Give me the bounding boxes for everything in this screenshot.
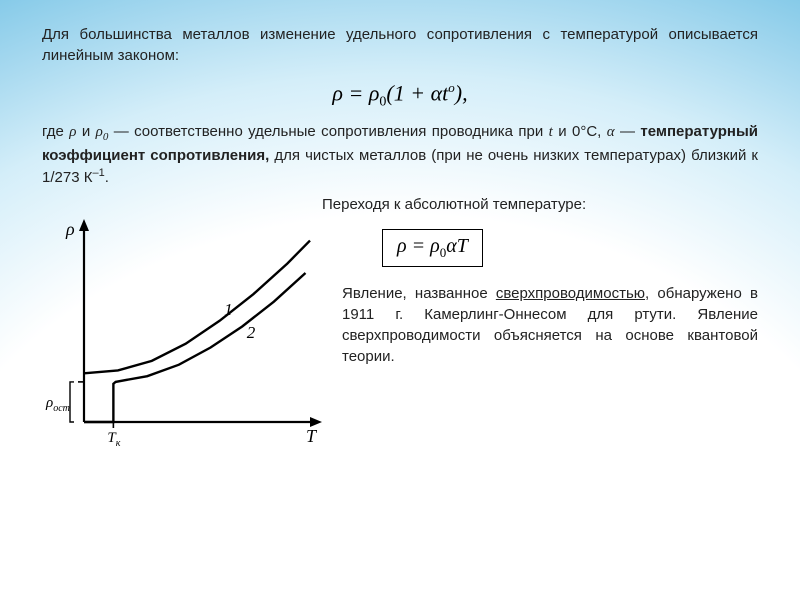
svg-text:ρост: ρост — [45, 395, 70, 414]
svg-text:1: 1 — [224, 300, 233, 319]
svg-text:Tк: Tк — [107, 430, 120, 449]
paragraph-absolute-temp: Переходя к абсолютной температуре: — [322, 196, 758, 213]
p2-alpha: α — [607, 124, 615, 140]
f1-close: ), — [455, 80, 468, 105]
p2-pre: где — [42, 123, 69, 140]
paragraph-superconductivity: Явление, названное сверхпроводимостью, о… — [342, 283, 758, 367]
right-column: ρ = ρ0αT Явление, названное сверхпроводи… — [342, 219, 758, 367]
f1-rho0: ρ — [369, 80, 380, 105]
f2-eq: = — [407, 235, 431, 257]
svg-text:ρ: ρ — [65, 219, 75, 239]
formula-linear-law: ρ = ρ0(1 + αto), — [42, 80, 758, 111]
svg-text:2: 2 — [247, 323, 256, 342]
f1-open: (1 + — [386, 80, 430, 105]
graph-svg: ρ Tρост Tк 12 — [42, 219, 322, 454]
resistivity-graph: ρ Tρост Tк 12 — [42, 219, 322, 454]
p2-and: и — [76, 123, 95, 140]
f1-lhs: ρ — [332, 80, 343, 105]
p4-underlined: сверхпроводимостью — [496, 285, 645, 302]
p4-a: Явление, названное — [342, 285, 496, 302]
formula-absolute: ρ = ρ0αT — [382, 229, 483, 267]
p2-a: — — [615, 123, 641, 140]
paragraph-where: где ρ и ρ0 — соответственно удельные соп… — [42, 121, 758, 188]
f1-alpha: α — [431, 80, 443, 105]
lower-row: ρTρостTк12 ρ = ρ0αT Явление, названное с… — [42, 219, 758, 454]
f2-lhs: ρ — [397, 235, 407, 257]
p2-minus1: –1 — [92, 167, 104, 179]
f2-T: T — [457, 235, 468, 257]
p2-dot: . — [105, 169, 109, 186]
p2-and2: и 0°С, — [553, 123, 607, 140]
p2-rho0: ρ — [96, 124, 103, 140]
f2-rho0: ρ — [430, 235, 440, 257]
f1-eq: = — [343, 80, 369, 105]
p2-mid: — соответственно удельные сопротивления … — [108, 123, 548, 140]
slide-content: Для большинства металлов изменение удель… — [0, 0, 800, 474]
svg-text:T: T — [306, 426, 318, 446]
paragraph-intro: Для большинства металлов изменение удель… — [42, 24, 758, 66]
f2-alpha: α — [446, 235, 457, 257]
